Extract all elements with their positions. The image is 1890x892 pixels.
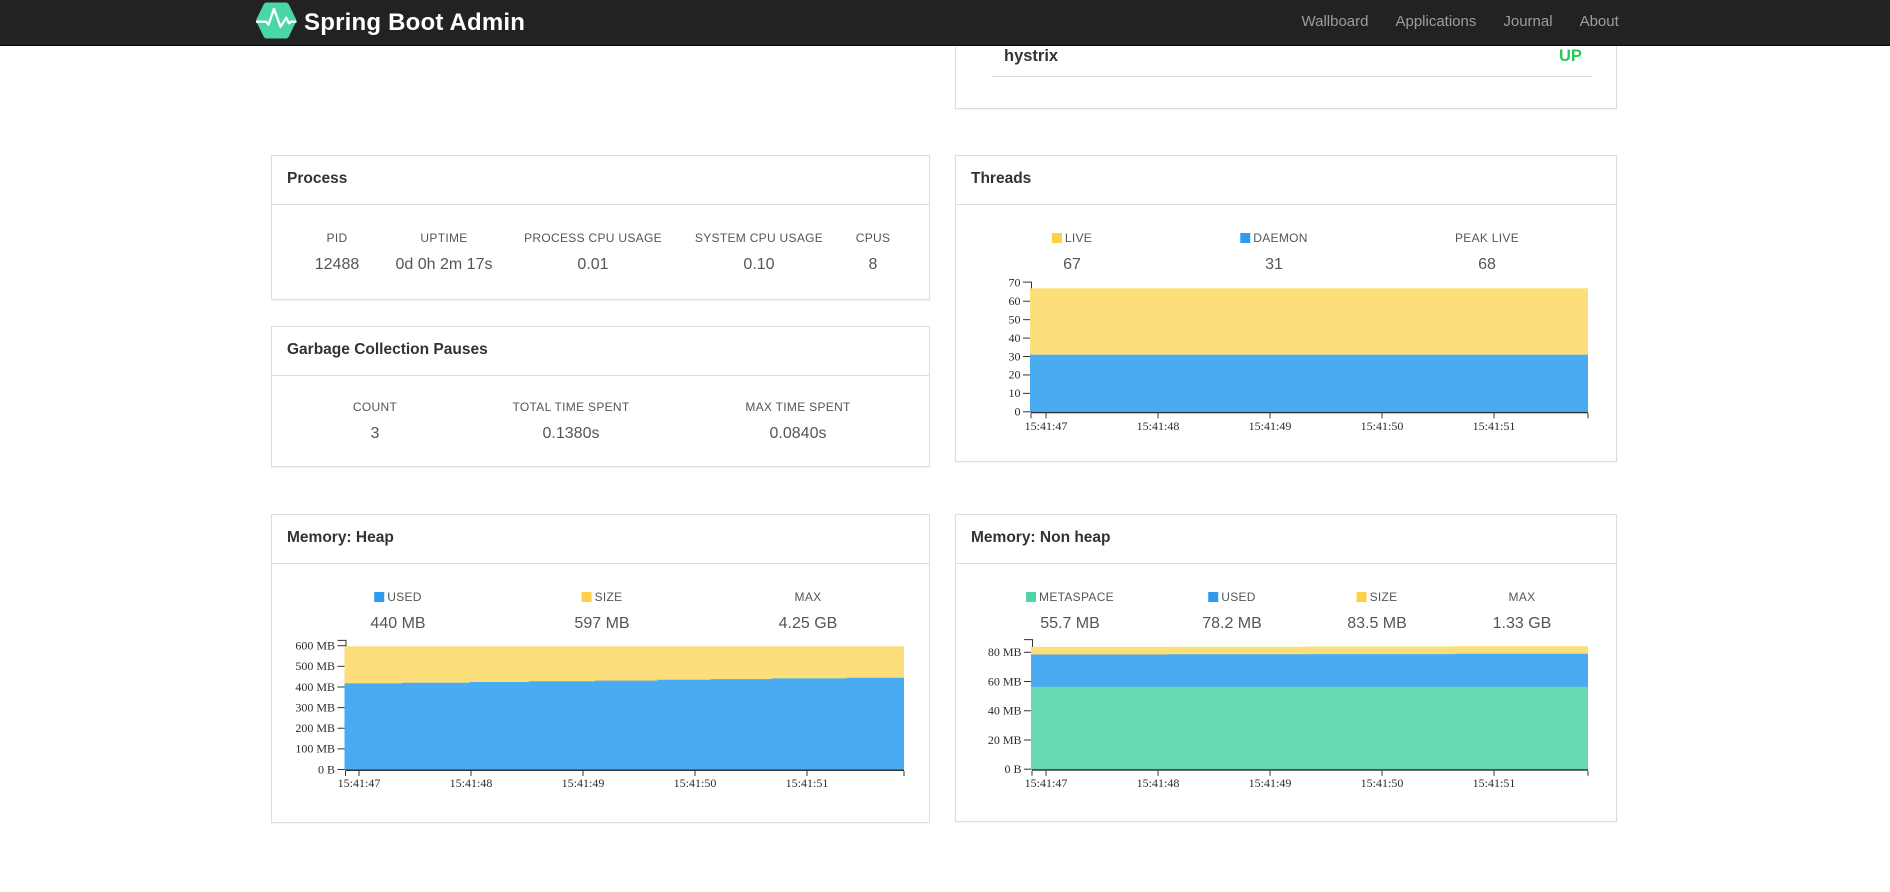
svg-text:50: 50 bbox=[1009, 312, 1021, 326]
svg-text:0: 0 bbox=[1015, 405, 1021, 419]
svg-text:15:41:49: 15:41:49 bbox=[1249, 419, 1292, 433]
svg-text:15:41:48: 15:41:48 bbox=[1137, 776, 1180, 790]
svg-text:10: 10 bbox=[1009, 386, 1021, 400]
svg-text:15:41:51: 15:41:51 bbox=[1473, 419, 1516, 433]
svg-text:15:41:48: 15:41:48 bbox=[1137, 419, 1180, 433]
svg-text:0 B: 0 B bbox=[1004, 762, 1021, 776]
svg-text:15:41:47: 15:41:47 bbox=[1025, 419, 1068, 433]
svg-text:300 MB: 300 MB bbox=[295, 700, 335, 714]
svg-text:15:41:48: 15:41:48 bbox=[450, 776, 493, 790]
svg-text:15:41:50: 15:41:50 bbox=[1361, 776, 1404, 790]
svg-text:15:41:47: 15:41:47 bbox=[1025, 776, 1068, 790]
svg-text:500 MB: 500 MB bbox=[295, 659, 335, 673]
svg-text:40: 40 bbox=[1009, 331, 1021, 345]
svg-text:20 MB: 20 MB bbox=[988, 733, 1022, 747]
svg-text:15:41:50: 15:41:50 bbox=[674, 776, 717, 790]
svg-text:100 MB: 100 MB bbox=[295, 742, 335, 756]
svg-text:200 MB: 200 MB bbox=[295, 721, 335, 735]
svg-text:15:41:49: 15:41:49 bbox=[1249, 776, 1292, 790]
svg-text:40 MB: 40 MB bbox=[988, 704, 1022, 718]
svg-text:15:41:50: 15:41:50 bbox=[1361, 419, 1404, 433]
svg-text:15:41:51: 15:41:51 bbox=[786, 776, 829, 790]
svg-text:60 MB: 60 MB bbox=[988, 674, 1022, 688]
svg-text:20: 20 bbox=[1009, 368, 1021, 382]
svg-text:60: 60 bbox=[1009, 294, 1021, 308]
svg-text:0 B: 0 B bbox=[318, 762, 335, 776]
svg-text:15:41:49: 15:41:49 bbox=[562, 776, 605, 790]
svg-text:15:41:51: 15:41:51 bbox=[1473, 776, 1516, 790]
svg-text:15:41:47: 15:41:47 bbox=[338, 776, 381, 790]
svg-text:30: 30 bbox=[1009, 349, 1021, 363]
svg-text:400 MB: 400 MB bbox=[295, 680, 335, 694]
svg-text:600 MB: 600 MB bbox=[295, 639, 335, 653]
svg-text:70: 70 bbox=[1009, 276, 1021, 290]
svg-text:80 MB: 80 MB bbox=[988, 645, 1022, 659]
